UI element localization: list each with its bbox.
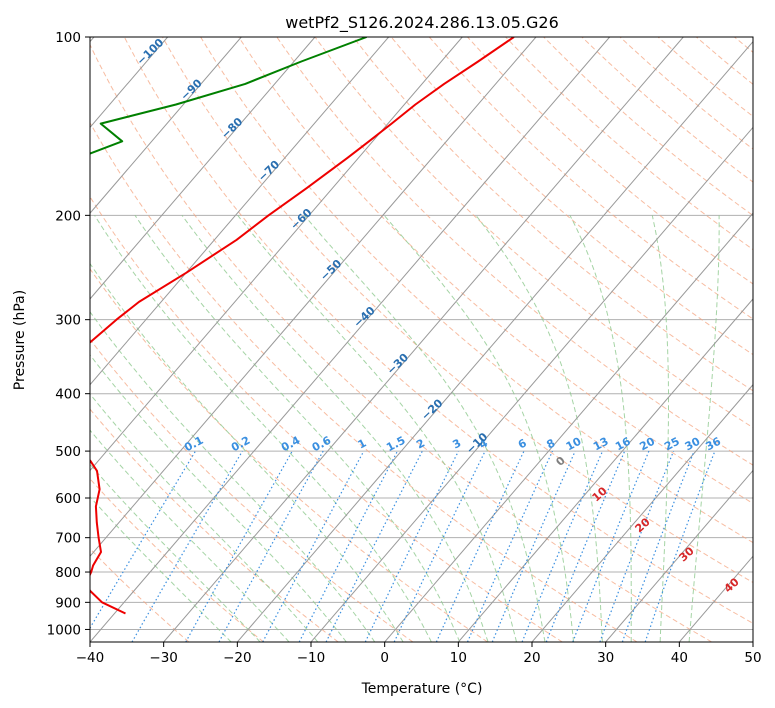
mixing-ratio-label: 13 — [591, 435, 611, 454]
profile-lines — [90, 37, 515, 615]
isotherm-line — [384, 212, 753, 642]
mixing-ratio-line — [599, 450, 675, 642]
background-lines — [90, 37, 753, 642]
dry-adiabat — [90, 478, 264, 642]
mixing-ratio-line — [466, 450, 554, 642]
isotherm-line — [236, 40, 753, 642]
moist-adiabat — [304, 214, 546, 642]
y-tick-label: 500 — [55, 444, 81, 460]
x-tick-label: 30 — [597, 650, 614, 666]
mixing-ratio-line — [218, 450, 324, 642]
moist-adiabat — [688, 215, 720, 642]
dry-adiabat — [428, 37, 753, 320]
y-axis-label: Pressure (hPa) — [12, 290, 28, 390]
isotherm-line — [457, 298, 753, 642]
mixing-ratio-label: 20 — [637, 435, 657, 454]
isotherm-line — [531, 383, 753, 642]
y-tick-label: 200 — [55, 208, 81, 224]
moist-adiabat — [90, 393, 319, 642]
dry-adiabat — [90, 43, 712, 642]
moist-adiabat — [569, 215, 632, 642]
temperature-line — [90, 37, 515, 615]
mixing-ratio-line — [621, 450, 695, 642]
isotherm-line — [605, 469, 753, 642]
moist-adiabat — [90, 311, 376, 642]
y-tick-label: 300 — [55, 313, 81, 329]
mixing-ratio-line — [521, 450, 604, 642]
dry-adiabat — [90, 195, 563, 642]
x-tick-label: −20 — [223, 650, 252, 666]
y-tick-label: 1000 — [47, 622, 81, 638]
moist-adiabat — [90, 262, 404, 642]
y-tick-label: 900 — [55, 595, 81, 611]
dry-adiabat — [90, 267, 488, 642]
mixing-ratio-line — [545, 450, 626, 642]
mixing-ratio-line — [491, 450, 576, 642]
moist-adiabat — [90, 463, 261, 642]
axes: −40 −30 −20 −10 0 10 20 30 40 50 100 200 300 400 500 60… — [47, 30, 762, 666]
moist-adiabat — [90, 354, 347, 642]
dry-adiabat — [123, 37, 753, 624]
mixing-ratio-label: 30 — [683, 435, 703, 454]
y-tick-label: 100 — [55, 30, 81, 46]
moist-adiabat — [651, 215, 669, 642]
y-tick-label: 600 — [55, 491, 81, 507]
isotherm-line — [310, 126, 753, 642]
mixing-ratio-line — [364, 450, 460, 642]
x-tick-label: −40 — [76, 650, 105, 666]
moist-adiabat — [90, 429, 290, 642]
dry-adiabat — [90, 408, 339, 642]
dry-adiabat — [238, 37, 753, 505]
isotherm-line — [90, 37, 537, 558]
mixing-ratio-line — [325, 450, 423, 642]
isotherm-line — [90, 37, 463, 472]
x-axis-label: Temperature (°C) — [361, 681, 483, 697]
isotherm-line — [90, 37, 316, 300]
x-tick-label: 10 — [450, 650, 467, 666]
x-tick-label: −10 — [297, 650, 326, 666]
mixing-ratio-label: 10 — [564, 435, 584, 454]
mixing-ratio-line — [262, 450, 365, 642]
x-tick-label: 0 — [380, 650, 389, 666]
plot-frame — [89, 36, 754, 643]
moist-adiabat — [134, 215, 461, 642]
mixing-ratio-label: 36 — [703, 435, 723, 454]
mixing-ratio-label: 25 — [662, 435, 682, 454]
isotherm-line — [163, 37, 684, 642]
mixing-ratio-line — [572, 450, 650, 642]
moist-adiabat — [90, 496, 232, 642]
mixing-ratio-line — [644, 450, 716, 642]
dry-adiabat — [200, 37, 753, 544]
isotherm-line — [90, 37, 242, 214]
y-tick-label: 800 — [55, 565, 81, 581]
x-tick-label: 20 — [523, 650, 540, 666]
chart-title: wetPf2_S126.2024.286.13.05.G26 — [285, 13, 559, 33]
dry-adiabat — [90, 121, 638, 642]
x-tick-label: 40 — [671, 650, 688, 666]
mixing-ratio-label: 16 — [613, 435, 633, 454]
isotherm-line — [90, 37, 390, 386]
x-tick-label: 50 — [744, 650, 761, 666]
mixing-ratio-line — [185, 450, 293, 642]
dry-adiabat — [390, 37, 753, 356]
x-tick-label: −30 — [149, 650, 178, 666]
y-tick-label: 700 — [55, 531, 81, 547]
dry-adiabat — [276, 37, 753, 466]
y-tick-label: 400 — [55, 387, 81, 403]
isotherm-line — [90, 37, 611, 642]
